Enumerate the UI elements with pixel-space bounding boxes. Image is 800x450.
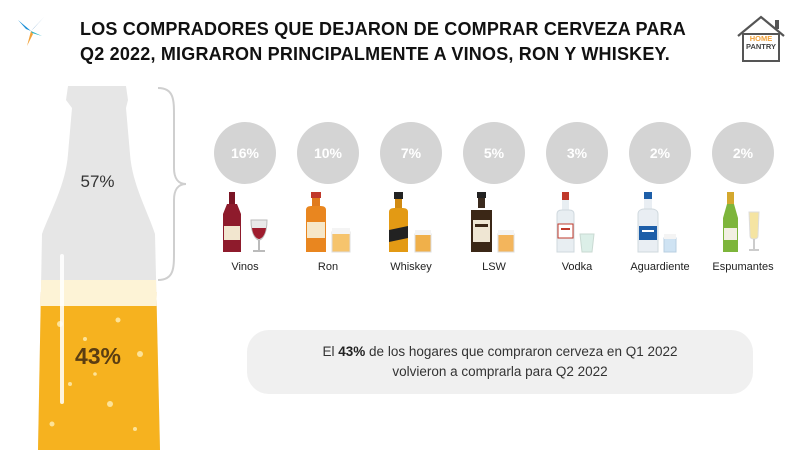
vodka-bottle-glass-icon <box>556 192 595 253</box>
note-line2: volvieron a comprarla para Q2 2022 <box>392 364 608 379</box>
note-prefix: El <box>322 344 339 359</box>
beer-bottle-graphic <box>38 86 160 450</box>
beer-fill <box>38 292 160 450</box>
brace-bracket <box>157 87 187 281</box>
lsw-bottle-glass-icon <box>471 192 515 253</box>
category-whiskey: 7% Whiskey <box>378 122 444 273</box>
category-label: LSW <box>482 261 506 273</box>
category-label: Espumantes <box>712 261 774 273</box>
category-label: Whiskey <box>390 261 432 273</box>
bottle-top-percentage: 57% <box>80 172 115 191</box>
category-label: Aguardiente <box>630 261 690 273</box>
category-label: Ron <box>317 261 339 273</box>
category-lsw: 5% LSW <box>461 122 527 273</box>
bottle-bottom-percentage: 43% <box>74 343 122 369</box>
whiskey-bottle-glass-icon <box>389 192 432 253</box>
category-ron: 10% Ron <box>295 122 361 273</box>
percentage-bubble: 16% <box>214 122 276 184</box>
brand-wordmark: HOME PANTRY <box>746 34 776 51</box>
rum-bottle-glass-icon <box>306 192 351 253</box>
percentage-bubble: 7% <box>380 122 442 184</box>
summary-note: El 43% de los hogares que compraron cerv… <box>247 330 753 394</box>
home-pantry-logo-icon <box>737 15 785 62</box>
category-vodka: 3% Vodka <box>544 122 610 273</box>
note-highlight: 43% <box>338 344 366 359</box>
percentage-bubble: 2% <box>712 122 774 184</box>
percentage-bubble: 10% <box>297 122 359 184</box>
note-line1: de los hogares que compraron cerveza en … <box>365 344 678 359</box>
category-label: Vodka <box>561 261 593 273</box>
category-espumantes: 2% Espumantes <box>710 122 776 273</box>
percentage-bubble: 5% <box>463 122 525 184</box>
category-vinos: 16% Vinos <box>212 122 278 273</box>
category-label: Vinos <box>231 261 259 273</box>
percentage-bubble: 2% <box>629 122 691 184</box>
beer-foam <box>38 280 160 306</box>
category-aguardiente: 2% Aguardiente <box>627 122 693 273</box>
sparkling-bottle-glass-icon <box>723 192 760 252</box>
percentage-bubble: 3% <box>546 122 608 184</box>
aguardiente-bottle-glass-icon <box>637 192 677 253</box>
company-logo-icon <box>18 17 44 46</box>
page-title: LOS COMPRADORES QUE DEJARON DE COMPRAR C… <box>80 19 686 64</box>
wine-bottle-glass-icon <box>223 192 268 252</box>
